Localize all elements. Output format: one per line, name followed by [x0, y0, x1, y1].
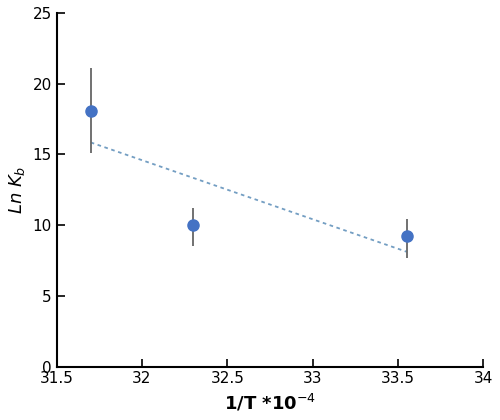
X-axis label: 1/T *10$^{-4}$: 1/T *10$^{-4}$: [224, 392, 316, 413]
Y-axis label: Ln $K_b$: Ln $K_b$: [7, 165, 27, 214]
